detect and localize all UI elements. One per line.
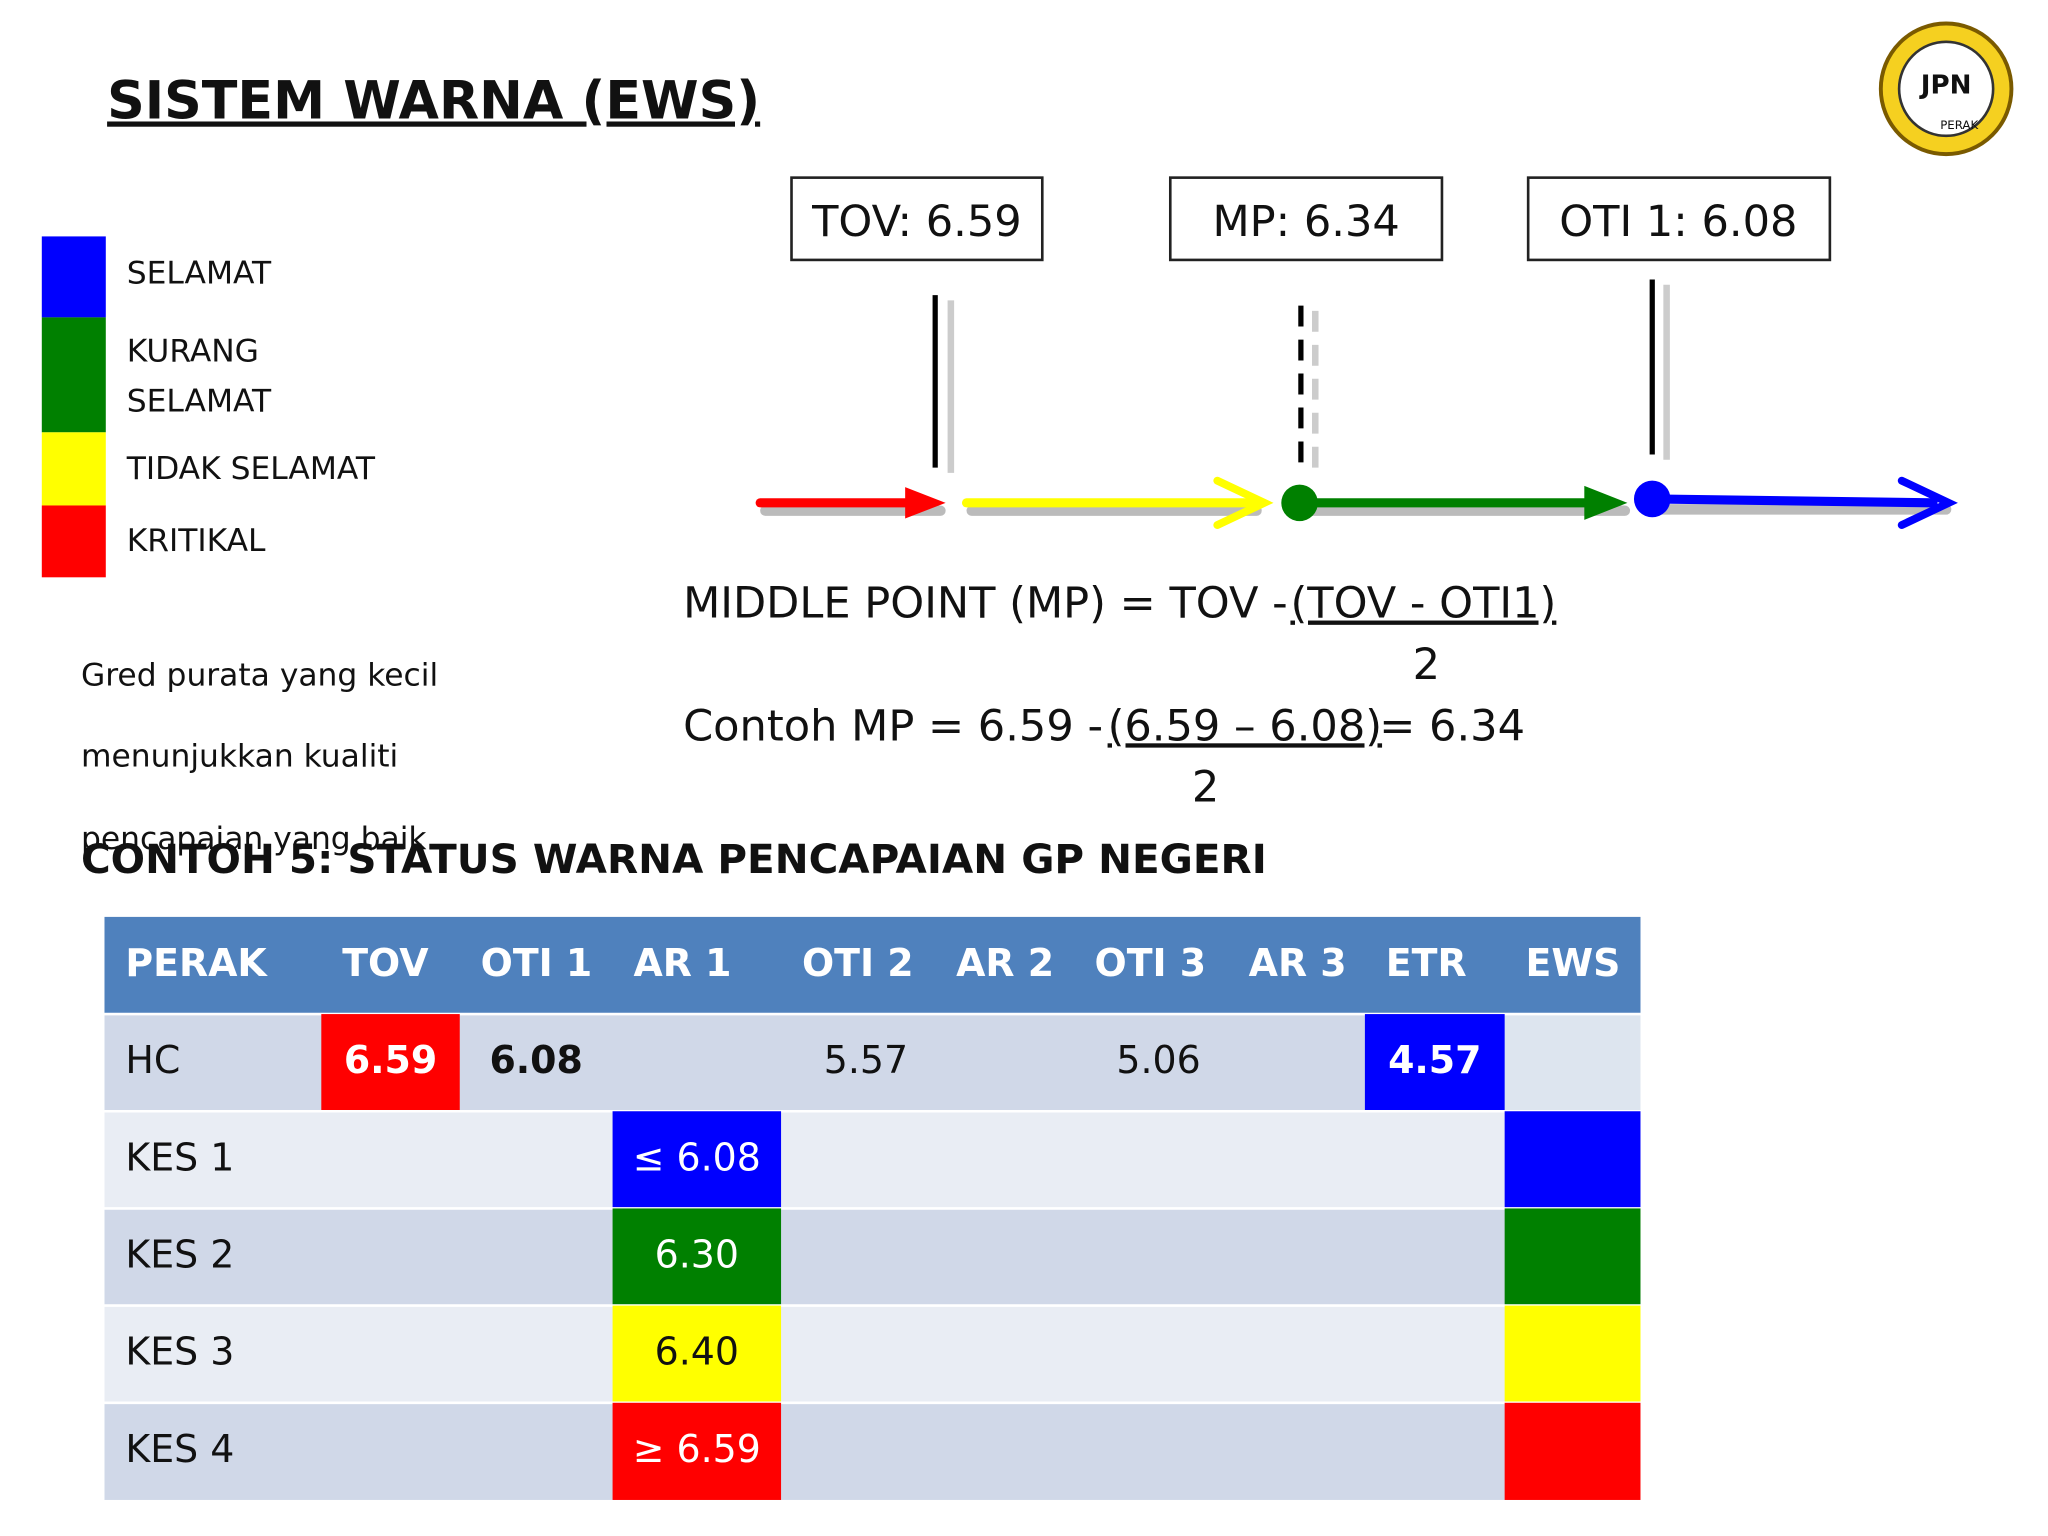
- formula-text: MIDDLE POINT (MP) = TOV -: [683, 579, 1288, 629]
- slide-title: SISTEM WARNA (EWS): [107, 71, 760, 131]
- table-cell-bg: [1504, 1402, 1641, 1500]
- table-cell: 6.59: [344, 1038, 437, 1082]
- table-cell-bg: [612, 1111, 782, 1209]
- table-row-bg: [104, 1402, 1641, 1500]
- table-header-cell: AR 1: [633, 941, 731, 985]
- table-cell: KES 2: [125, 1233, 234, 1277]
- table-row-bg: [104, 1111, 1641, 1209]
- table: PERAK TOV OTI 1 AR 1 OTI 2 AR 2 OTI 3 AR 3 ETR EW…: [104, 916, 1641, 1500]
- table-cell-bg: [1504, 1305, 1641, 1403]
- legend-swatch: [41, 505, 106, 578]
- legend-label: SELAMAT: [127, 383, 272, 419]
- table-cell-bg: [612, 1305, 782, 1403]
- legend-label: TIDAK SELAMAT: [126, 451, 376, 487]
- table-cell: ≥ 6.59: [633, 1427, 761, 1471]
- table-cell: 5.57: [824, 1038, 908, 1082]
- table-cell: 6.30: [655, 1233, 739, 1277]
- table-row-bg: [104, 1208, 1641, 1306]
- table-header-cell: AR 3: [1249, 941, 1347, 985]
- formula-denominator: 2: [1413, 640, 1440, 690]
- marker-box: [1526, 176, 1832, 262]
- table-cell: 6.40: [655, 1330, 739, 1374]
- table-cell: KES 1: [125, 1135, 234, 1179]
- marker-label: MP: 6.34: [1212, 197, 1399, 247]
- table-header-cell: OTI 1: [481, 941, 593, 985]
- table-header-cell: OTI 3: [1095, 941, 1207, 985]
- table-title: CONTOH 5: STATUS WARNA PENCAPAIAN GP NEG…: [81, 835, 1267, 883]
- marker-box: [1168, 176, 1444, 262]
- formula-denominator: 2: [1192, 763, 1219, 813]
- table-cell: HC: [125, 1038, 180, 1082]
- table-cell: 6.08: [489, 1038, 582, 1082]
- legend-swatch: [41, 236, 106, 318]
- note-line: menunjukkan kualiti: [81, 739, 398, 775]
- table-cell: KES 4: [125, 1427, 234, 1471]
- marker-label: OTI 1: 6.08: [1559, 197, 1797, 247]
- table-header-bg: [104, 916, 1641, 1015]
- table-cell: KES 3: [125, 1330, 234, 1374]
- logo: JPN PERAK: [1878, 21, 2014, 157]
- marker-lines: [932, 279, 1670, 473]
- table-cell: 4.57: [1388, 1038, 1481, 1082]
- legend-label: KRITIKAL: [127, 523, 266, 559]
- logo-text: JPN: [1919, 71, 1972, 101]
- marker-label: TOV: 6.59: [811, 197, 1022, 247]
- table-cell-bg: [1504, 1208, 1641, 1306]
- table-header-cell: ETR: [1386, 941, 1467, 985]
- marker-box: [790, 176, 1044, 262]
- logo-ring: PERAK: [1940, 118, 1978, 132]
- table-cell: ≤ 6.08: [633, 1135, 761, 1179]
- legend-swatch: [41, 317, 106, 433]
- table-header-cell: EWS: [1526, 941, 1621, 985]
- legend-swatch: [41, 432, 106, 506]
- table-row-bg: [104, 1305, 1641, 1403]
- table-cell-bg: [612, 1402, 782, 1500]
- formula-fraction: (TOV - OTI1): [1290, 579, 1556, 629]
- timeline-arrows: [755, 476, 1958, 529]
- table-header-cell: TOV: [342, 941, 429, 985]
- table-cell-bg: [1504, 1014, 1641, 1112]
- legend-label: KURANG: [127, 334, 259, 370]
- formula-result: = 6.34: [1379, 701, 1525, 751]
- table-cell: 5.06: [1116, 1038, 1200, 1082]
- table-cell-bg: [1504, 1111, 1641, 1209]
- table-header-cell: AR 2: [956, 941, 1054, 985]
- legend-label: SELAMAT: [127, 255, 272, 291]
- formula-fraction: (6.59 – 6.08): [1108, 701, 1382, 751]
- table-header-cell: OTI 2: [802, 941, 914, 985]
- table-header-cell: PERAK: [125, 941, 268, 985]
- table-cell-bg: [612, 1208, 782, 1306]
- table-cell-bg: [321, 1014, 460, 1112]
- note-line: Gred purata yang kecil: [81, 658, 438, 694]
- note-line: pencapaian yang baik: [81, 821, 427, 857]
- formula-text: Contoh MP = 6.59 -: [683, 701, 1103, 751]
- table-cell-bg: [1364, 1014, 1505, 1112]
